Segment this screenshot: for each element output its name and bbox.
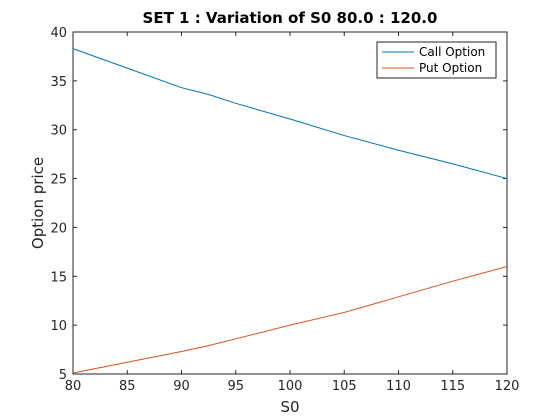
y-tick-label: 15 <box>50 270 67 285</box>
y-tick-label: 30 <box>50 124 67 139</box>
y-tick-label: 10 <box>50 319 67 334</box>
x-axis-label: S0 <box>280 398 299 416</box>
x-tick-label: 110 <box>386 379 411 394</box>
x-tick-label: 100 <box>278 379 303 394</box>
x-tick-label: 115 <box>440 379 465 394</box>
x-tick-label: 95 <box>227 379 244 394</box>
x-tick-label: 120 <box>495 379 520 394</box>
y-tick-label: 20 <box>50 221 67 236</box>
x-tick-label: 80 <box>65 379 82 394</box>
x-tick-label: 90 <box>173 379 190 394</box>
y-tick-label: 40 <box>50 26 67 41</box>
series-line-0 <box>72 48 508 180</box>
series-layer <box>72 48 508 374</box>
legend-label: Put Option <box>419 61 482 75</box>
x-tick-label: 105 <box>332 379 357 394</box>
y-tick-label: 25 <box>50 173 67 188</box>
plot-area <box>72 31 508 375</box>
chart-title: SET 1 : Variation of S0 80.0 : 120.0 <box>143 9 438 27</box>
y-tick-label: 5 <box>59 368 67 383</box>
legend: Call Option Put Option <box>376 41 497 79</box>
series-line-1 <box>72 266 508 374</box>
y-axis-label: Option price <box>29 157 47 249</box>
axis-ticks: 80 85 90 95 100 105 110 115 120 5 10 15 20 25 30 35 40 <box>50 26 519 394</box>
x-tick-label: 85 <box>119 379 136 394</box>
legend-box <box>376 41 497 79</box>
legend-label: Call Option <box>419 45 485 59</box>
y-tick-label: 35 <box>50 75 67 90</box>
